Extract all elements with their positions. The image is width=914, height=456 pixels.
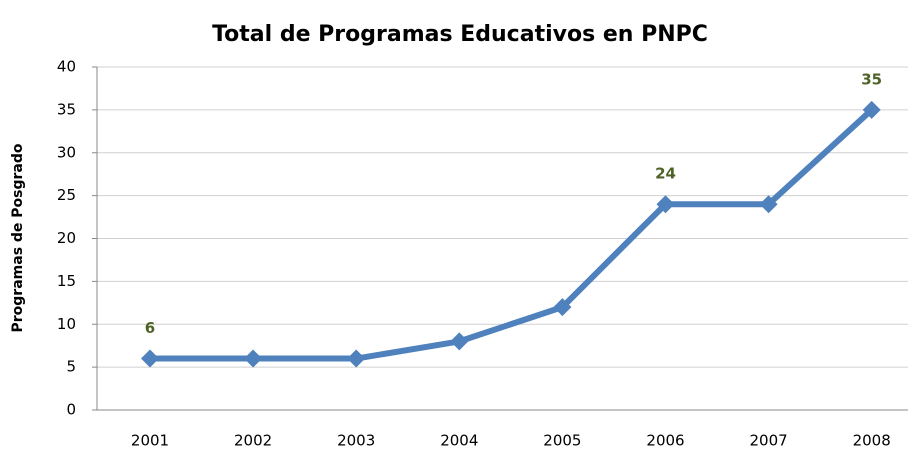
marker — [347, 349, 366, 368]
y-tick-label: 0 — [66, 401, 76, 419]
x-tick-label: 2003 — [337, 432, 375, 450]
marker — [553, 298, 572, 317]
x-tick-label: 2002 — [234, 432, 272, 450]
chart-title: Total de Programas Educativos en PNPC — [212, 22, 708, 47]
data-label: 24 — [655, 165, 676, 183]
data-label: 6 — [145, 319, 155, 337]
marker — [141, 349, 159, 368]
x-tick-label: 2008 — [853, 432, 891, 450]
y-tick-label: 35 — [57, 100, 76, 118]
y-tick-label: 5 — [66, 358, 76, 376]
x-tick-label: 2005 — [543, 432, 581, 450]
marker — [862, 100, 881, 119]
x-tick-label: 2001 — [131, 432, 169, 450]
y-tick-label: 25 — [57, 186, 76, 204]
marker — [656, 195, 675, 214]
y-tick-label: 10 — [57, 315, 76, 333]
marker — [244, 349, 263, 368]
y-tick-label: 40 — [57, 58, 76, 76]
data-label: 35 — [861, 70, 882, 88]
y-axis-label: Programas de Posgrado — [10, 143, 26, 332]
line — [150, 107, 874, 362]
x-tick-label: 2004 — [440, 432, 478, 450]
y-tick-label: 20 — [57, 229, 76, 247]
y-tick-label: 15 — [57, 272, 76, 290]
y-tick-label: 30 — [57, 143, 76, 161]
marker — [450, 332, 469, 351]
x-tick-label: 2007 — [750, 432, 788, 450]
marker — [759, 195, 778, 214]
x-tick-label: 2006 — [646, 432, 684, 450]
